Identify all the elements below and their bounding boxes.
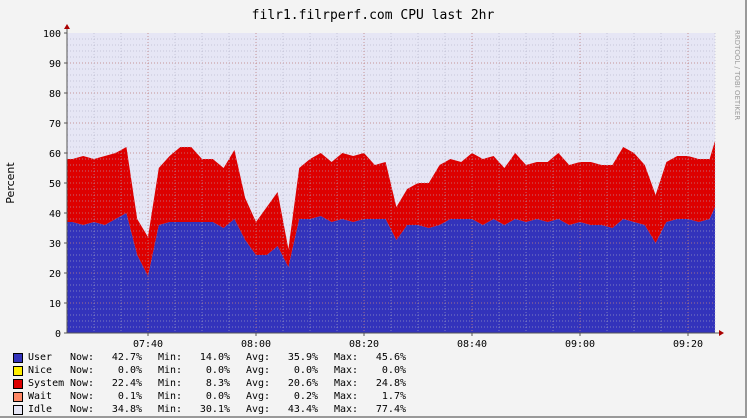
- legend-avg-value: 0.0%: [293, 365, 318, 376]
- legend-series-name: System: [28, 378, 65, 389]
- legend-avg-label: Avg:: [246, 391, 271, 402]
- legend-now-label: Now:: [70, 378, 95, 389]
- y-tick-label: 40: [49, 209, 61, 220]
- legend-avg-value: 20.6%: [287, 378, 318, 389]
- y-axis-arrow-icon: [64, 24, 70, 29]
- legend-min-label: Min:: [158, 352, 183, 363]
- legend-now-value: 34.8%: [111, 404, 142, 415]
- legend-row-idle: Idle Now: 34.8% Min: 30.1% Avg: 43.4% Max: 77.4%: [13, 403, 422, 416]
- legend-min-label: Min:: [158, 404, 183, 415]
- legend-now-label: Now:: [70, 404, 95, 415]
- y-tick-label: 30: [49, 239, 61, 250]
- legend-now-label: Now:: [70, 352, 95, 363]
- legend-now-label: Now:: [70, 365, 95, 376]
- y-axis-label: Percent: [4, 162, 17, 204]
- legend-row-user: User Now: 42.7% Min: 14.0% Avg: 35.9% Max: 45.6%: [13, 351, 422, 364]
- watermark: RRDTOOL / TOBI OETIKER: [733, 30, 741, 120]
- chart-title: filr1.filrperf.com CPU last 2hr: [252, 8, 495, 23]
- legend-max-label: Max:: [334, 404, 359, 415]
- legend-now-label: Now:: [70, 391, 95, 402]
- legend-max-label: Max:: [334, 391, 359, 402]
- legend-avg-label: Avg:: [246, 404, 271, 415]
- y-tick-label: 80: [49, 89, 61, 100]
- legend-max-value: 45.6%: [375, 352, 406, 363]
- legend-min-value: 30.1%: [199, 404, 230, 415]
- x-axis-arrow-icon: [719, 330, 724, 336]
- legend-min-value: 0.0%: [205, 365, 230, 376]
- x-tick-label: 08:20: [349, 339, 379, 350]
- legend-min-value: 8.3%: [205, 378, 230, 389]
- x-tick-label: 08:00: [241, 339, 271, 350]
- legend-max-value: 77.4%: [375, 404, 406, 415]
- legend-avg-value: 35.9%: [287, 352, 318, 363]
- legend-max-value: 0.0%: [381, 365, 406, 376]
- legend-avg-value: 43.4%: [287, 404, 318, 415]
- legend-avg-label: Avg:: [246, 365, 271, 376]
- legend-min-label: Min:: [158, 378, 183, 389]
- legend-min-label: Min:: [158, 391, 183, 402]
- legend-min-label: Min:: [158, 365, 183, 376]
- y-tick-label: 50: [49, 179, 61, 190]
- y-tick-label: 60: [49, 149, 61, 160]
- x-tick-label: 09:20: [673, 339, 703, 350]
- legend-swatch: [13, 352, 23, 363]
- y-tick-label: 90: [49, 59, 61, 70]
- legend-swatch: [13, 391, 23, 402]
- x-tick-label: 07:40: [133, 339, 163, 350]
- legend-row-system: System Now: 22.4% Min: 8.3% Avg: 20.6% Max: 24.8…: [13, 377, 422, 390]
- legend-series-name: Idle: [28, 404, 53, 415]
- legend-swatch: [13, 378, 23, 389]
- y-tick-label: 100: [43, 29, 61, 40]
- legend-avg-label: Avg:: [246, 352, 271, 363]
- legend-max-label: Max:: [334, 365, 359, 376]
- legend-min-value: 14.0%: [199, 352, 230, 363]
- y-tick-label: 20: [49, 269, 61, 280]
- legend-series-name: Wait: [28, 391, 53, 402]
- legend-avg-label: Avg:: [246, 378, 271, 389]
- legend-max-value: 1.7%: [381, 391, 406, 402]
- legend-now-value: 0.1%: [117, 391, 142, 402]
- x-tick-label: 08:40: [457, 339, 487, 350]
- y-tick-label: 0: [55, 329, 61, 340]
- legend-swatch: [13, 365, 23, 376]
- legend-swatch: [13, 404, 23, 415]
- legend-avg-value: 0.2%: [293, 391, 318, 402]
- legend-series-name: Nice: [28, 365, 53, 376]
- y-tick-label: 10: [49, 299, 61, 310]
- legend-max-value: 24.8%: [375, 378, 406, 389]
- legend-row-nice: Nice Now: 0.0% Min: 0.0% Avg: 0.0% Max: 0.0%: [13, 364, 422, 377]
- legend-now-value: 42.7%: [111, 352, 142, 363]
- legend-now-value: 22.4%: [111, 378, 142, 389]
- legend-now-value: 0.0%: [117, 365, 142, 376]
- legend-min-value: 0.0%: [205, 391, 230, 402]
- legend: User Now: 42.7% Min: 14.0% Avg: 35.9% Max: 45.6%…: [13, 351, 422, 416]
- legend-row-wait: Wait Now: 0.1% Min: 0.0% Avg: 0.2% Max: 1.7%: [13, 390, 422, 403]
- x-tick-label: 09:00: [565, 339, 595, 350]
- legend-series-name: User: [28, 352, 53, 363]
- legend-max-label: Max:: [334, 378, 359, 389]
- y-tick-label: 70: [49, 119, 61, 130]
- legend-max-label: Max:: [334, 352, 359, 363]
